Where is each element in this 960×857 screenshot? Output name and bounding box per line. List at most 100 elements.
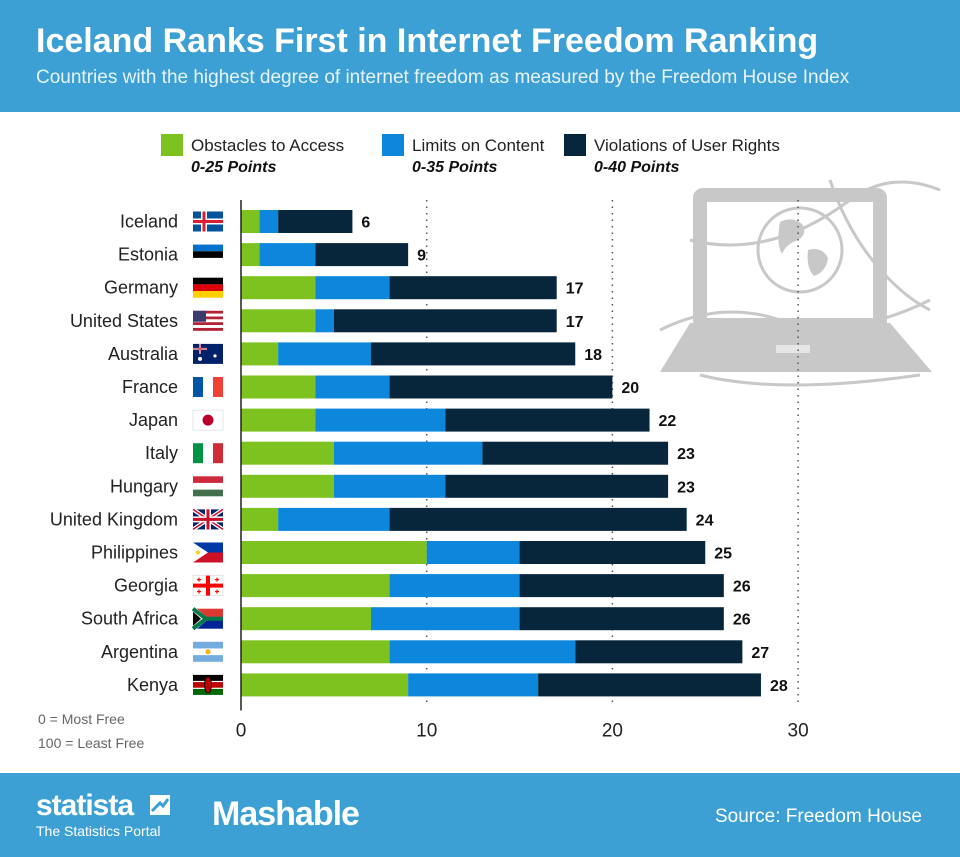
legend-label-rights: Violations of User Rights (594, 136, 780, 155)
bar-segment-0-6 (241, 408, 316, 432)
flag-icon-4 (193, 343, 223, 364)
bar-segment-0-10 (241, 541, 427, 564)
total-value-label: 17 (566, 314, 584, 331)
bar-segment-1-9 (278, 507, 390, 531)
bar-segment-0-0 (241, 210, 260, 233)
total-value-label: 17 (566, 281, 584, 298)
bar-segment-0-13 (241, 640, 390, 664)
bar-segment-2-11 (519, 574, 724, 598)
flag-icon-3 (193, 310, 223, 331)
country-label: Argentina (101, 642, 179, 662)
country-label: Estonia (118, 245, 179, 265)
statista-tagline: The Statistics Portal (36, 823, 161, 839)
bar-segment-2-1 (315, 243, 409, 267)
bar-segment-1-5 (315, 375, 390, 399)
header-banner: Iceland Ranks First in Internet Freedom … (0, 0, 960, 112)
bar-segment-2-9 (389, 507, 687, 531)
total-value-label: 6 (361, 215, 370, 232)
country-label: France (122, 377, 178, 397)
flag-icon-6 (192, 409, 224, 431)
total-value-label: 26 (733, 579, 751, 596)
total-value-label: 26 (733, 612, 751, 629)
bar-segment-0-7 (241, 441, 334, 465)
bar-segment-1-7 (333, 441, 483, 465)
statista-logo: statista (36, 789, 134, 822)
flag-icon-1 (193, 244, 223, 265)
bar-segment-0-11 (241, 574, 390, 598)
bar-segment-1-1 (259, 243, 316, 267)
bar-segment-0-5 (241, 375, 316, 399)
flags-group (191, 211, 225, 695)
total-value-label: 20 (621, 380, 639, 397)
legend-label-obstacles: Obstacles to Access (191, 136, 345, 155)
note-least-free: 100 = Least Free (38, 735, 145, 751)
x-tick-label-20: 20 (602, 721, 623, 742)
total-value-label: 23 (677, 479, 695, 496)
total-value-label: 27 (751, 645, 769, 662)
x-tick-label-0: 0 (236, 721, 247, 742)
laptop-illustration (659, 179, 941, 387)
note-most-free: 0 = Most Free (38, 711, 125, 727)
bar-segment-2-0 (278, 210, 353, 233)
flag-icon-12 (191, 606, 223, 631)
bar-segment-2-4 (370, 342, 576, 366)
total-value-label: 18 (584, 347, 602, 364)
bar-segment-0-8 (241, 474, 334, 498)
country-label: Hungary (110, 476, 178, 496)
bar-segment-0-14 (241, 673, 409, 697)
bar-segment-2-10 (519, 541, 706, 564)
page-subtitle: Countries with the highest degree of int… (36, 67, 850, 88)
country-label: Kenya (127, 675, 179, 695)
total-value-label: 25 (714, 546, 732, 563)
country-label: United States (70, 311, 178, 331)
legend-swatch-obstacles (161, 134, 183, 156)
flag-icon-8 (193, 476, 223, 497)
flag-icon-5 (193, 377, 223, 397)
bar-segment-2-2 (389, 276, 557, 300)
bar-segment-1-11 (389, 574, 520, 598)
flag-icon-13 (193, 641, 223, 662)
country-label: Japan (129, 410, 178, 430)
x-axis: 0 10 20 30 (236, 200, 809, 742)
bar-segment-2-14 (538, 673, 761, 697)
country-label: United Kingdom (50, 509, 178, 529)
total-value-label: 28 (770, 678, 788, 695)
country-label: Georgia (114, 576, 179, 596)
bar-segment-0-12 (241, 607, 371, 631)
bar-segment-1-12 (370, 607, 520, 631)
bar-segment-1-0 (259, 210, 279, 233)
bar-segment-1-4 (278, 342, 371, 366)
flag-icon-2 (193, 277, 223, 298)
legend-range-obstacles: 0-25 Points (191, 159, 277, 176)
country-label: Italy (145, 443, 178, 463)
bar-segment-1-3 (315, 309, 334, 333)
bar-segment-1-10 (426, 541, 520, 564)
legend-swatch-rights (564, 134, 586, 156)
flag-icon-11 (192, 575, 224, 596)
country-label: Iceland (120, 212, 178, 232)
labels-group: Iceland 6 Estonia 9 Germany 17 United States 17… (50, 212, 788, 695)
flag-icon-9 (191, 507, 225, 532)
x-tick-label-10: 10 (416, 721, 437, 742)
legend-swatch-content (382, 134, 404, 156)
total-value-label: 24 (696, 512, 714, 529)
total-value-label: 9 (417, 248, 426, 265)
flag-icon-7 (193, 443, 223, 464)
bar-segment-0-2 (241, 276, 316, 300)
bar-segment-0-9 (241, 507, 279, 531)
legend-range-rights: 0-40 Points (594, 159, 680, 176)
page-title: Iceland Ranks First in Internet Freedom … (36, 22, 819, 60)
bar-segment-2-13 (575, 640, 743, 664)
footer-banner: statista The Statistics Portal Mashable … (0, 773, 960, 857)
bar-segment-2-8 (445, 474, 669, 498)
bar-segment-1-13 (389, 640, 576, 664)
source-credit: Source: Freedom House (715, 806, 922, 827)
total-value-label: 23 (677, 446, 695, 463)
bar-segment-1-6 (315, 408, 446, 432)
country-label: Australia (108, 344, 179, 364)
bar-segment-2-6 (445, 408, 650, 432)
total-value-label: 22 (659, 413, 677, 430)
bar-segment-1-2 (315, 276, 390, 300)
flag-icon-10 (193, 542, 223, 563)
